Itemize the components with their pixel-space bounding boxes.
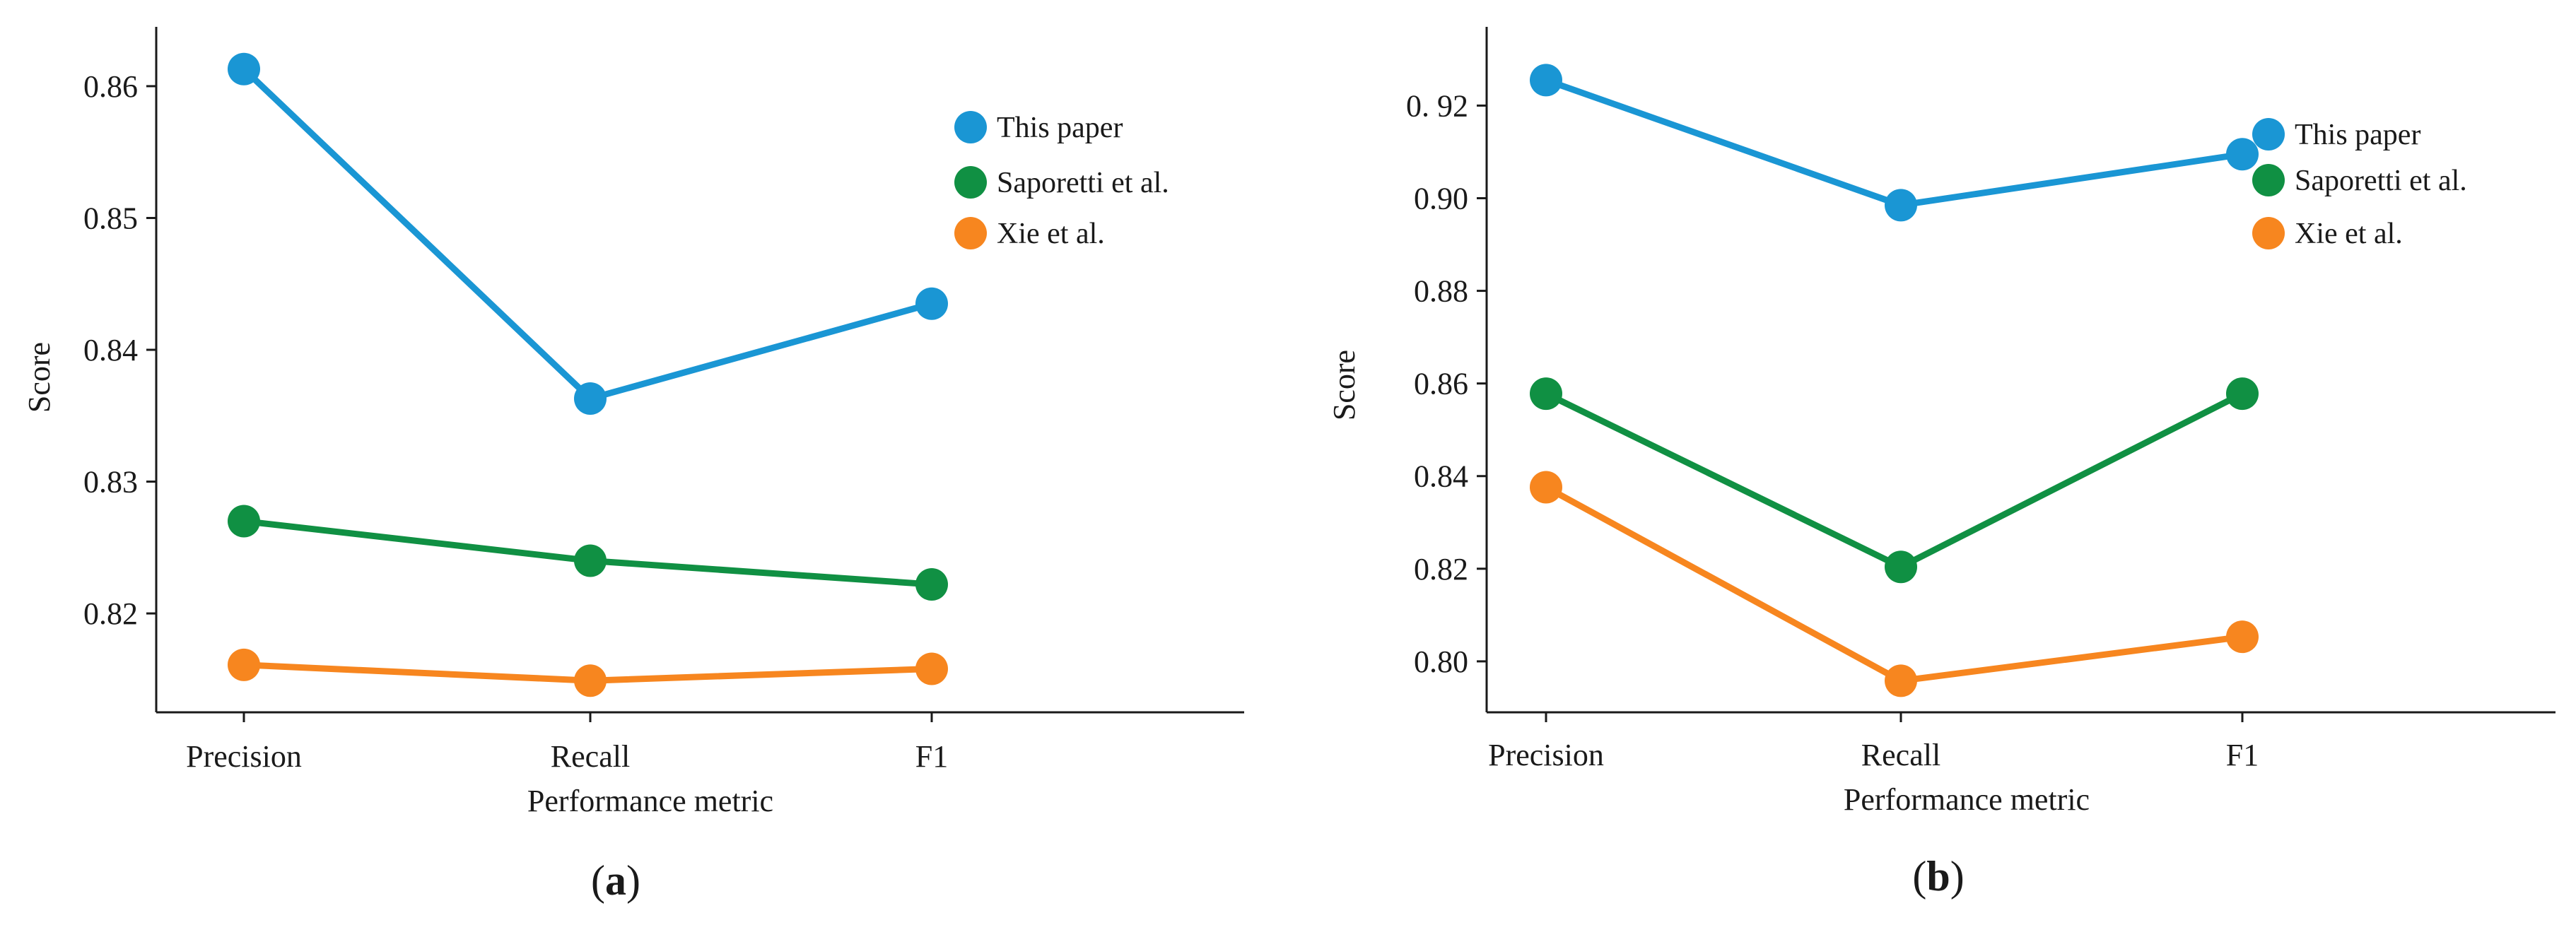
x-tick-label: Recall [551, 739, 630, 774]
y-ticks-a: 0.82 0.83 0.84 0.85 0.86 [83, 69, 156, 631]
series-line-1 [240, 66, 935, 402]
x-axis-title-a: Performance metric [527, 784, 773, 818]
data-point [1885, 550, 1917, 584]
legend-b: This paper Saporetti et al. Xie et al. [2252, 118, 2467, 250]
y-tick-label: 0.84 [83, 333, 138, 367]
data-point [228, 648, 260, 681]
legend-label: This paper [2295, 119, 2420, 151]
y-tick-label: 0.83 [83, 465, 138, 500]
y-tick-label: 0.82 [1414, 552, 1468, 587]
y-tick-label: 0.85 [83, 201, 138, 235]
data-point [1885, 664, 1917, 697]
y-tick-label: 0.84 [1414, 459, 1468, 494]
y-tick-label: 0.80 [1414, 644, 1468, 679]
series-line-3 [1542, 483, 2246, 684]
data-point [2226, 377, 2259, 411]
legend-marker [954, 166, 987, 199]
data-point [228, 52, 260, 86]
y-ticks-b: 0.80 0.82 0.84 0.86 0.88 0.90 0. 92 [1406, 88, 1487, 679]
plot-a-series-layer [228, 52, 948, 697]
y-tick-label: 0.88 [1414, 274, 1468, 309]
data-point [915, 287, 948, 320]
data-point [915, 652, 948, 685]
y-tick-label: 0.90 [1414, 182, 1468, 216]
data-point [228, 505, 260, 538]
legend-label: This paper [997, 112, 1123, 144]
y-tick-label: 0.86 [83, 69, 138, 104]
y-tick-label: 0.86 [1414, 367, 1468, 401]
legend-label: Xie et al. [2295, 218, 2403, 250]
x-tick-label: Precision [186, 739, 302, 774]
legend-label: Saporetti et al. [2295, 165, 2467, 197]
legend-marker [954, 217, 987, 249]
series-line-1 [1542, 76, 2246, 208]
legend-a: This paper Saporetti et al. Xie et al. [954, 111, 1169, 250]
data-point [1530, 471, 1562, 504]
x-tick-label: F1 [915, 739, 948, 774]
legend-marker [954, 111, 987, 143]
data-point [2226, 620, 2259, 654]
data-point [2226, 138, 2259, 171]
legend-label: Saporetti et al. [997, 167, 1169, 199]
panel-letter-a: a [605, 857, 626, 904]
legend-marker [2252, 217, 2285, 249]
y-tick-label: 0.82 [83, 596, 138, 631]
x-tick-label: Recall [1861, 738, 1940, 772]
legend-marker [2252, 118, 2285, 151]
x-ticks-a: Precision Recall F1 [186, 712, 948, 774]
data-point [1885, 189, 1917, 222]
x-tick-label: Precision [1488, 738, 1604, 772]
chart-panel-b: 0.80 0.82 0.84 0.86 0.88 0.90 0. 92 Precision R… [1327, 27, 2555, 900]
x-axis-title-b: Performance metric [1844, 782, 2090, 817]
x-ticks-b: Precision Recall F1 [1488, 712, 2259, 772]
chart-panel-a: 0.82 0.83 0.84 0.85 0.86 Precision Recall F1 T… [22, 27, 1244, 904]
x-tick-label: F1 [2226, 738, 2259, 772]
y-tick-label: 0. 92 [1406, 88, 1468, 123]
panel-letter-b: b [1926, 853, 1950, 900]
panel-label-a: (a) [591, 857, 640, 904]
data-point [574, 664, 607, 697]
panel-label-b: (b) [1912, 853, 1964, 900]
y-axis-title-a: Score [22, 342, 57, 413]
data-point [1530, 64, 1562, 97]
legend-label: Xie et al. [997, 218, 1105, 250]
plot-b-series-layer [1530, 64, 2259, 697]
legend-marker [2252, 164, 2285, 196]
data-point [1530, 377, 1562, 411]
data-point [574, 544, 607, 577]
data-point [574, 382, 607, 416]
y-axis-title-b: Score [1327, 350, 1362, 420]
data-point [915, 568, 948, 601]
